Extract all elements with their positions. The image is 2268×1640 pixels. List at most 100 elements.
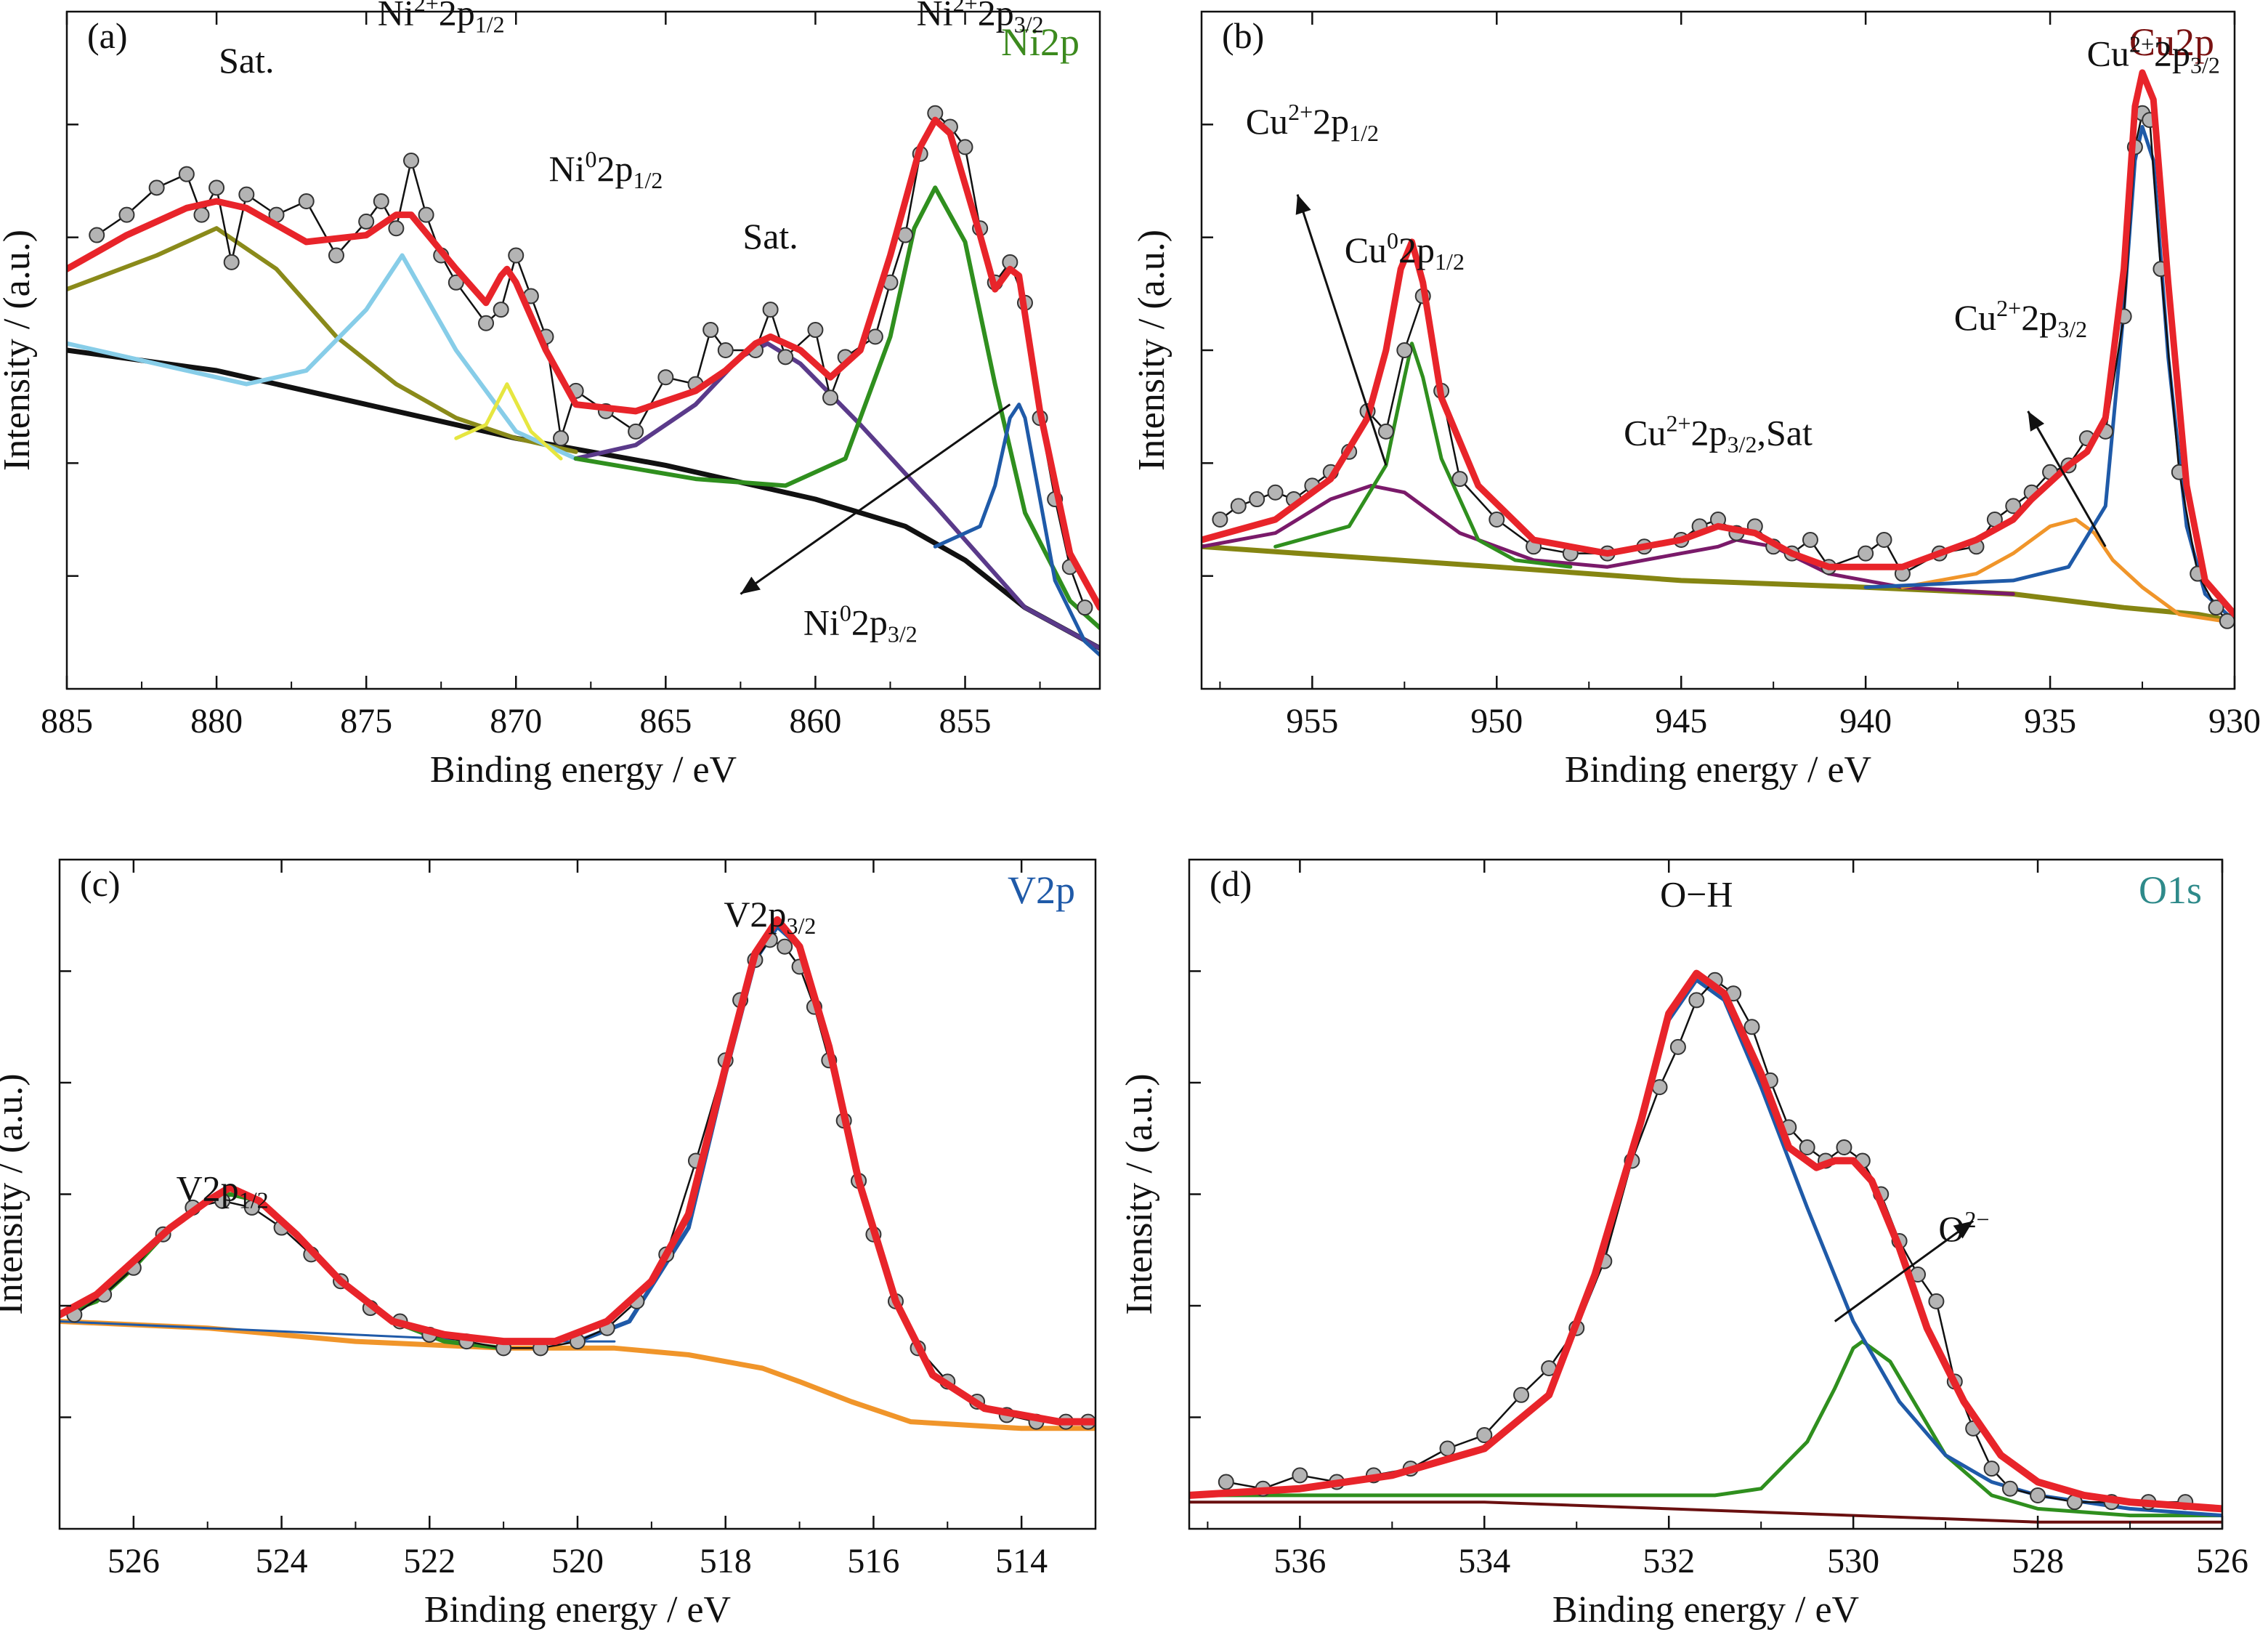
raw-data-point (373, 193, 389, 209)
annotation-segment: Sat. (742, 216, 798, 256)
raw-data-line (1226, 979, 2186, 1503)
annotation-segment: Ni (378, 0, 414, 33)
raw-data-point (1836, 1139, 1852, 1156)
x-tick-label: 950 (1470, 702, 1523, 740)
raw-data-point (1983, 1461, 2000, 1477)
peak-annotation-o2: O2− (1938, 1206, 1989, 1249)
element-title: Cu2p (2129, 20, 2214, 64)
y-axis-label: Intensity / (a.u.) (0, 230, 38, 471)
annotation-segment: Ni (548, 148, 585, 189)
peak-annotation-v2p12: V2p1/2 (177, 1168, 269, 1213)
annotation-segment: 2+ (1996, 295, 2021, 321)
plot-area (1202, 69, 2235, 629)
x-axis-label: Binding energy / eV (430, 749, 737, 791)
raw-data-point (762, 302, 779, 318)
x-tick-label: 870 (490, 702, 542, 740)
raw-data-point (1513, 1386, 1530, 1403)
annotation-segment: O−H (1660, 873, 1733, 914)
x-tick-label: 955 (1286, 702, 1338, 740)
raw-data-point (298, 193, 315, 209)
annotation-segment: 2− (1965, 1206, 1990, 1232)
y-axis-label: Intensity / (a.u.) (0, 1073, 31, 1314)
raw-data-point (1077, 599, 1093, 616)
element-title: Ni2p (1001, 20, 1080, 64)
annotation-segment: 2p (1398, 230, 1435, 270)
annotation-segment: 3/2 (2190, 52, 2220, 78)
fit-envelope-line (1202, 69, 2235, 618)
annotation-arrow-line (740, 403, 1011, 595)
annotation-segment: Cu (1246, 101, 1288, 142)
x-tick-label: 518 (700, 1542, 752, 1580)
raw-data-point (388, 220, 405, 237)
raw-data-point (358, 213, 375, 230)
annotation-segment: 2p (439, 0, 475, 33)
raw-data-point (1476, 1427, 1493, 1444)
raw-data-point (223, 254, 240, 270)
x-tick-label: 940 (1839, 702, 1892, 740)
annotation-segment: Ni (917, 0, 953, 33)
annotation-segment: 1/2 (1435, 248, 1465, 274)
component-peak-line (67, 253, 578, 461)
peak-annotation-cu2_32_low: Cu2+2p3/2 (1954, 295, 2087, 342)
component-peak-line (454, 382, 563, 461)
x-tick-label: 514 (995, 1542, 1048, 1580)
fit-envelope-line (1189, 969, 2222, 1513)
y-axis-label: Intensity / (a.u.) (1119, 1073, 1160, 1314)
peak-annotation-cu2_32_sat: Cu2+2p3/2,Sat (1624, 410, 1813, 457)
annotation-segment: 3/2 (888, 621, 918, 647)
panel-label: (c) (80, 863, 121, 904)
raw-data-point (1396, 342, 1413, 358)
annotation-segment: 1/2 (475, 11, 505, 37)
peak-annotation-cu0_12: Cu02p1/2 (1345, 227, 1465, 275)
raw-data-point (178, 166, 195, 182)
fit-envelope-line (67, 116, 1100, 611)
raw-data-point (1218, 1474, 1234, 1490)
x-tick-label: 880 (190, 702, 243, 740)
x-tick-label: 885 (41, 702, 93, 740)
raw-data-point (1292, 1467, 1308, 1484)
annotation-segment: 2p (596, 148, 633, 189)
raw-data-point (822, 389, 839, 406)
raw-data-point (1876, 531, 1892, 548)
raw-data-point (328, 247, 344, 264)
raw-data-point (148, 179, 165, 196)
annotation-segment: Sat. (219, 40, 274, 81)
raw-data-point (777, 938, 793, 955)
x-tick-label: 875 (340, 702, 392, 740)
raw-data-point (493, 302, 509, 318)
annotation-segment: 2+ (1666, 410, 1691, 436)
annotation-segment: Cu (2087, 33, 2129, 74)
annotation-arrow-line (1296, 194, 1388, 466)
annotation-segment: 1/2 (633, 167, 663, 193)
annotation-arrow-head (740, 576, 761, 594)
annotation-segment: 1/2 (1349, 119, 1379, 145)
raw-data-point (447, 274, 464, 291)
plot-frame (1200, 10, 2236, 690)
raw-data-point (1928, 1293, 1945, 1309)
annotation-segment: 3/2 (1728, 431, 1757, 457)
raw-data-point (957, 139, 973, 155)
x-tick-label: 528 (2012, 1542, 2064, 1580)
panel-c: 526 524 522 520 518 516 514 Binding energy / eV… (0, 858, 1097, 1631)
background-line (1202, 544, 2235, 624)
raw-data-point (2030, 1487, 2046, 1503)
annotation-segment: Ni (803, 602, 840, 642)
raw-data-point (553, 430, 570, 447)
x-tick-label: 536 (1273, 1542, 1326, 1580)
raw-data-line (96, 112, 1086, 608)
peak-annotation-sat2: Sat. (742, 216, 798, 256)
raw-data-point (238, 186, 255, 203)
panel-label: (b) (1222, 15, 1264, 56)
raw-data-point (418, 206, 434, 223)
x-tick-label: 945 (1655, 702, 1707, 740)
raw-data-point (89, 227, 105, 243)
plot-area (1189, 969, 2222, 1524)
component-peak-line (1900, 517, 2226, 623)
annotation-segment: 2p (1313, 101, 1349, 142)
annotation-segment: V2p (724, 894, 786, 934)
x-tick-label: 522 (403, 1542, 455, 1580)
annotation-segment: 3/2 (786, 913, 816, 939)
y-axis-label: Intensity / (a.u.) (1131, 230, 1173, 471)
panel-label: (a) (87, 15, 128, 56)
raw-data-point (1230, 498, 1247, 514)
